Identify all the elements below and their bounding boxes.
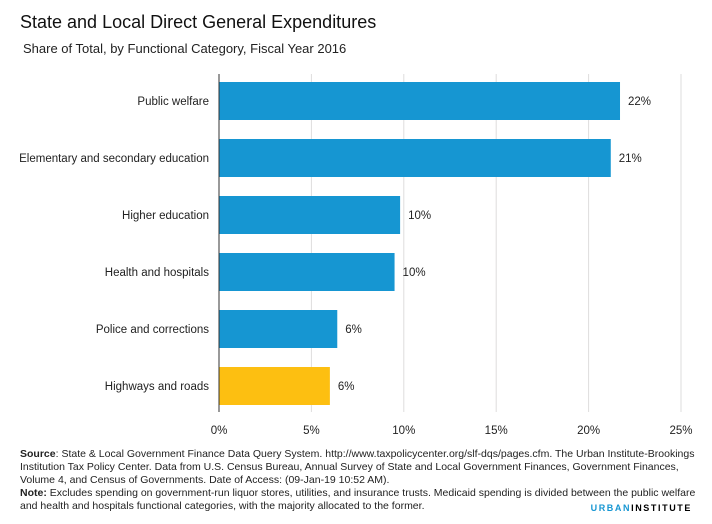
- x-tick-label: 15%: [485, 425, 508, 437]
- chart-title: State and Local Direct General Expenditu…: [20, 12, 377, 32]
- source-text: : State & Local Government Finance Data …: [20, 448, 695, 486]
- category-label: Public welfare: [137, 96, 209, 108]
- data-label: 10%: [408, 210, 431, 222]
- bar: [219, 139, 611, 177]
- data-label: 21%: [619, 153, 642, 165]
- source-note: Source: State & Local Government Finance…: [20, 448, 700, 487]
- category-label: Highways and roads: [105, 381, 209, 393]
- logo-institute: INSTITUTE: [631, 503, 692, 513]
- x-tick-label: 25%: [669, 425, 692, 437]
- bar: [219, 367, 330, 405]
- x-tick-label: 0%: [211, 425, 228, 437]
- source-label: Source: [20, 448, 56, 460]
- bar: [219, 196, 401, 234]
- data-label: 6%: [338, 381, 355, 393]
- gridlines: [310, 74, 682, 412]
- chart-subtitle: Share of Total, by Functional Category, …: [23, 41, 347, 56]
- x-tick-label: 20%: [577, 425, 600, 437]
- note-text: Excludes spending on government-run liqu…: [20, 487, 696, 512]
- note: Note: Excludes spending on government-ru…: [20, 487, 700, 513]
- x-tick-label: 5%: [303, 425, 320, 437]
- bar: [219, 253, 395, 291]
- urban-institute-logo: URBANINSTITUTE: [591, 503, 692, 513]
- x-tick-label: 10%: [392, 425, 415, 437]
- bars: [219, 82, 621, 405]
- x-axis-ticks: 0% 5% 10% 15% 20% 25%: [211, 425, 693, 437]
- category-label: Higher education: [122, 210, 209, 222]
- data-label: 10%: [403, 267, 426, 279]
- category-label: Elementary and secondary education: [19, 153, 209, 165]
- bar: [219, 82, 621, 120]
- note-label: Note:: [20, 487, 47, 499]
- bar-chart: Public welfare Elementary and secondary e…: [19, 74, 693, 437]
- logo-urban: URBAN: [590, 503, 632, 513]
- value-labels: 22% 21% 10% 10% 6% 6%: [338, 96, 651, 393]
- category-labels: Public welfare Elementary and secondary e…: [19, 96, 209, 393]
- data-label: 6%: [345, 324, 362, 336]
- category-label: Health and hospitals: [105, 267, 209, 279]
- data-label: 22%: [628, 96, 651, 108]
- chart-footer: Source: State & Local Government Finance…: [20, 448, 700, 513]
- bar: [219, 310, 338, 348]
- category-label: Police and corrections: [96, 324, 209, 336]
